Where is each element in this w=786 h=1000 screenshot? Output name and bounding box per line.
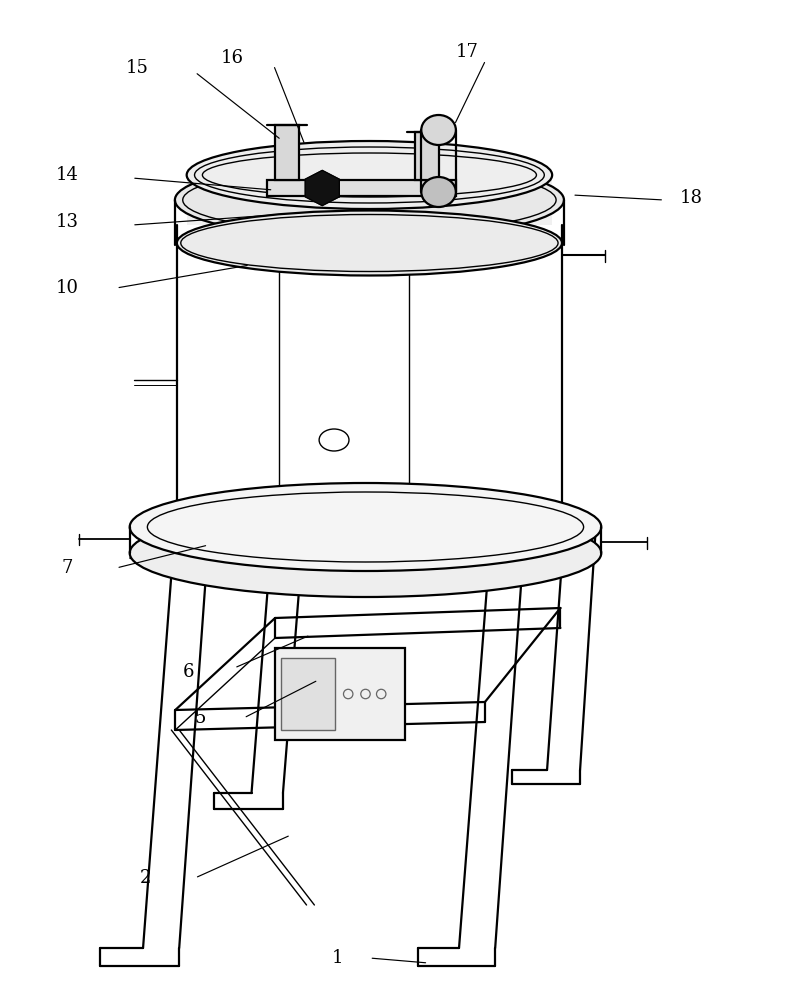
Text: 15: 15: [126, 59, 149, 77]
Ellipse shape: [174, 161, 564, 239]
Ellipse shape: [186, 141, 552, 209]
Text: 14: 14: [55, 166, 79, 184]
Bar: [267, 180, 456, 196]
Text: 10: 10: [55, 279, 79, 297]
Bar: [415, 132, 439, 180]
Text: 7: 7: [61, 559, 72, 577]
Bar: [275, 648, 405, 740]
Text: 2: 2: [140, 869, 151, 887]
Text: 17: 17: [456, 43, 479, 61]
Text: 6: 6: [183, 663, 194, 681]
Text: 16: 16: [220, 49, 244, 67]
Ellipse shape: [421, 115, 456, 145]
Bar: [187, 175, 552, 225]
Bar: [275, 125, 299, 180]
Text: 13: 13: [55, 213, 79, 231]
Text: 5: 5: [195, 709, 206, 727]
Ellipse shape: [421, 177, 456, 207]
Ellipse shape: [130, 483, 601, 571]
Ellipse shape: [177, 211, 562, 275]
Ellipse shape: [130, 509, 601, 597]
Text: 1: 1: [332, 949, 343, 967]
Bar: [281, 658, 335, 730]
Ellipse shape: [177, 522, 562, 587]
Polygon shape: [305, 170, 340, 206]
Text: 18: 18: [680, 189, 703, 207]
